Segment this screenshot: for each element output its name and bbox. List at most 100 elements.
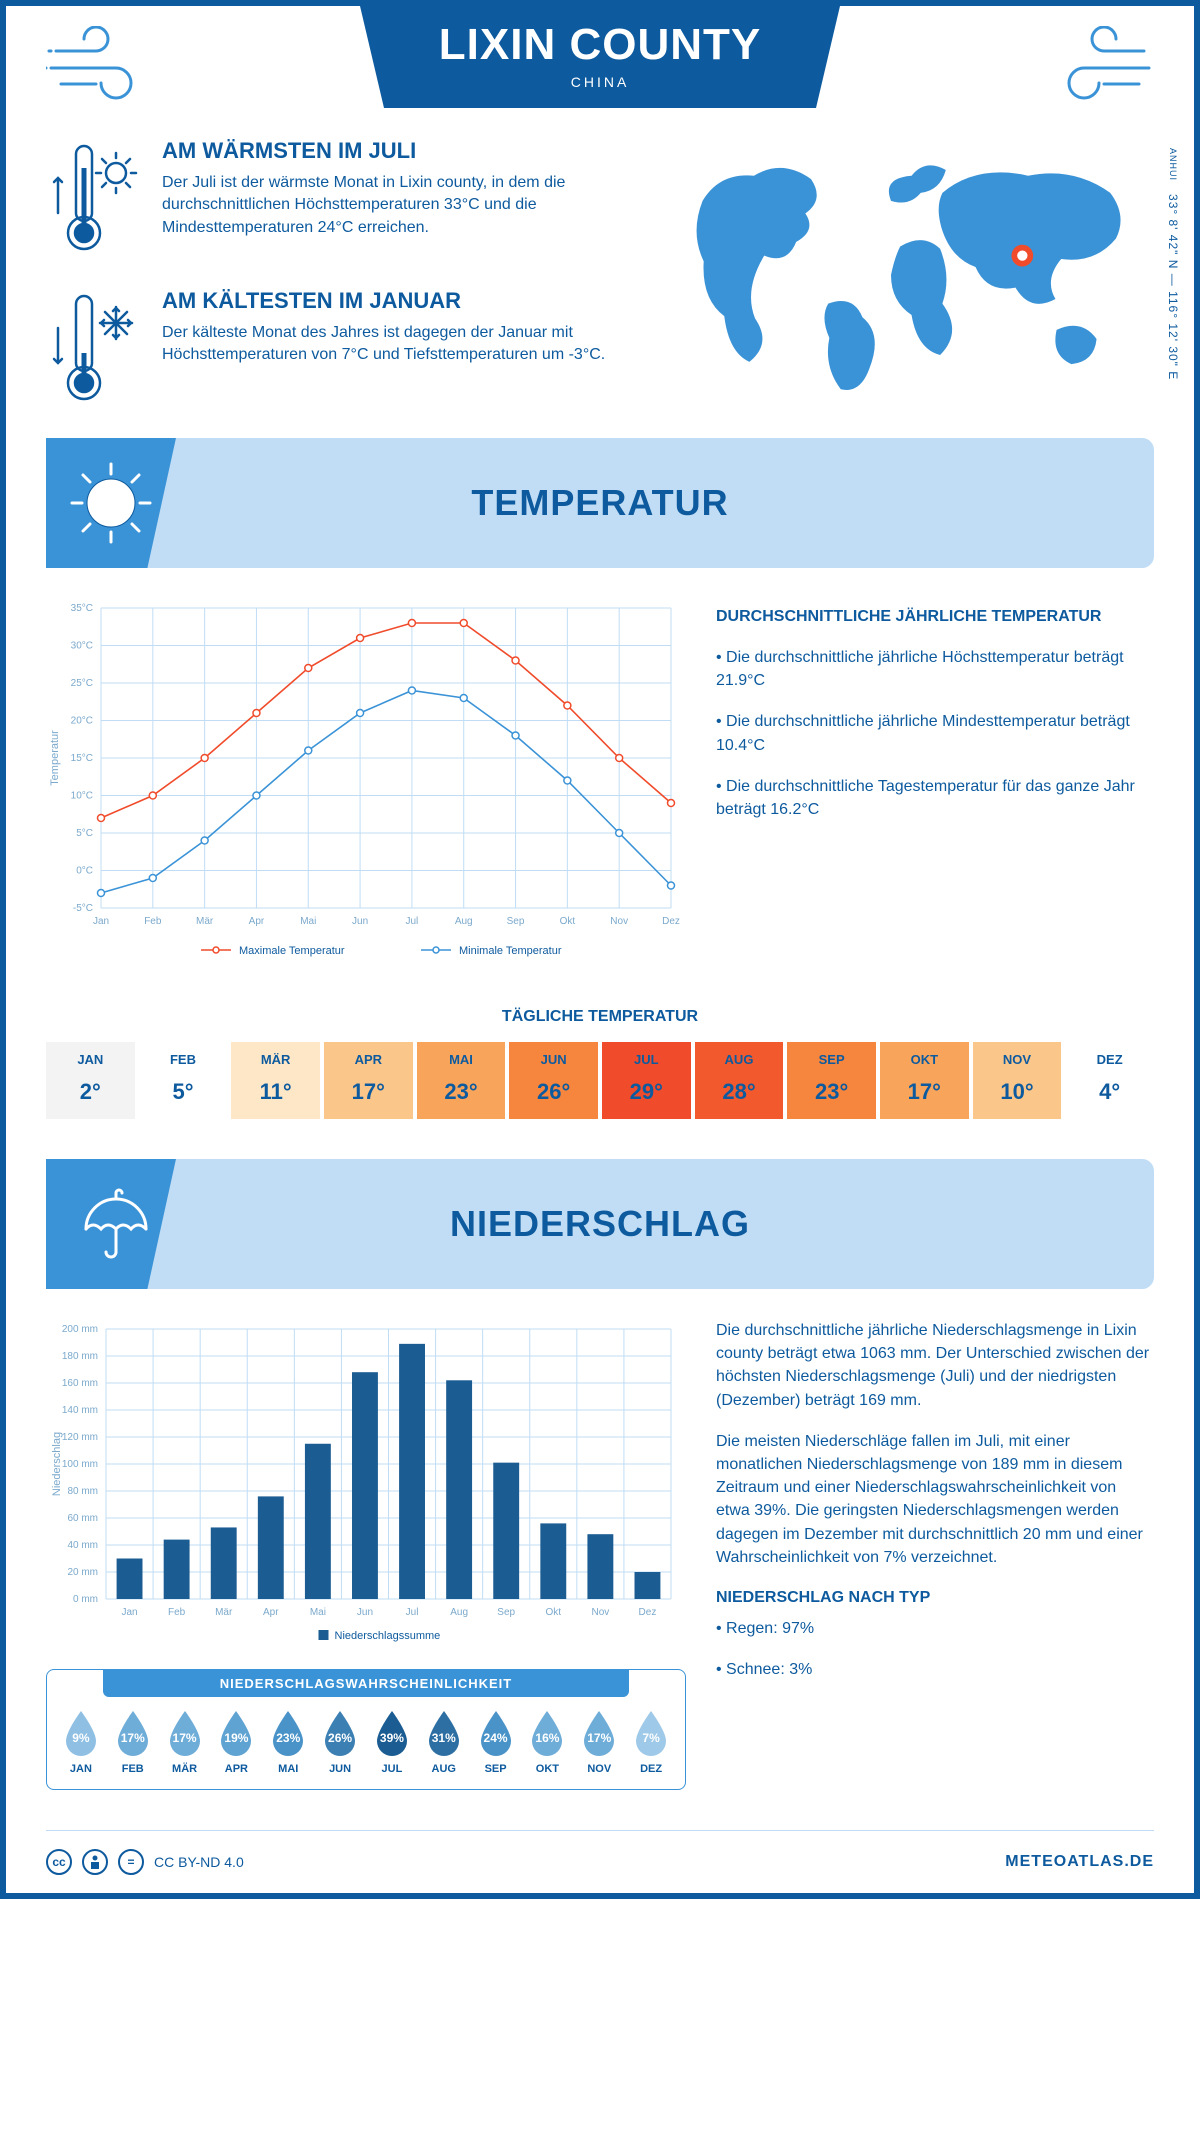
svg-text:30°C: 30°C bbox=[71, 641, 93, 652]
footer: cc = CC BY-ND 4.0 METEOATLAS.DE bbox=[46, 1830, 1154, 1893]
probability-cell: 7% DEZ bbox=[627, 1709, 675, 1775]
svg-text:60 mm: 60 mm bbox=[67, 1513, 98, 1524]
title-banner: LIXIN COUNTY CHINA bbox=[360, 6, 840, 108]
daily-temp-title: TÄGLICHE TEMPERATUR bbox=[46, 1008, 1154, 1026]
thermometer-hot-icon bbox=[46, 138, 146, 258]
page-subtitle: CHINA bbox=[420, 74, 780, 90]
precipitation-bar-chart: 0 mm20 mm40 mm60 mm80 mm100 mm120 mm140 … bbox=[46, 1319, 686, 1649]
svg-text:Feb: Feb bbox=[144, 916, 162, 927]
attribution-icon bbox=[82, 1849, 108, 1875]
svg-text:Aug: Aug bbox=[455, 916, 473, 927]
warmest-title: AM WÄRMSTEN IM JULI bbox=[162, 138, 644, 164]
svg-text:Mär: Mär bbox=[196, 916, 214, 927]
probability-cell: 19% APR bbox=[212, 1709, 260, 1775]
daily-temp-cell: JAN2° bbox=[46, 1042, 135, 1119]
svg-text:Dez: Dez bbox=[639, 1607, 657, 1618]
svg-text:20 mm: 20 mm bbox=[67, 1567, 98, 1578]
avg-temp-heading: DURCHSCHNITTLICHE JÄHRLICHE TEMPERATUR bbox=[716, 608, 1154, 626]
svg-text:Minimale Temperatur: Minimale Temperatur bbox=[459, 945, 562, 957]
coldest-body: Der kälteste Monat des Jahres ist dagege… bbox=[162, 322, 644, 367]
svg-text:20°C: 20°C bbox=[71, 716, 93, 727]
svg-text:-5°C: -5°C bbox=[73, 903, 93, 914]
probability-cell: 26% JUN bbox=[316, 1709, 364, 1775]
precip-type-1: • Schnee: 3% bbox=[716, 1658, 1154, 1681]
warmest-body: Der Juli ist der wärmste Monat in Lixin … bbox=[162, 172, 644, 239]
svg-text:120 mm: 120 mm bbox=[62, 1432, 98, 1443]
svg-text:180 mm: 180 mm bbox=[62, 1351, 98, 1362]
daily-temp-cell: FEB5° bbox=[139, 1042, 228, 1119]
temp-bullet-1: • Die durchschnittliche jährliche Mindes… bbox=[716, 710, 1154, 756]
probability-panel: NIEDERSCHLAGSWAHRSCHEINLICHKEIT 9% JAN 1… bbox=[46, 1669, 686, 1790]
thermometer-cold-icon bbox=[46, 288, 146, 408]
precipitation-banner: NIEDERSCHLAG bbox=[46, 1159, 1154, 1289]
svg-text:Niederschlagssumme: Niederschlagssumme bbox=[335, 1630, 441, 1642]
precip-p2: Die meisten Niederschläge fallen im Juli… bbox=[716, 1430, 1154, 1569]
svg-text:Mai: Mai bbox=[300, 916, 316, 927]
svg-text:35°C: 35°C bbox=[71, 603, 93, 614]
daily-temp-cell: MAI23° bbox=[417, 1042, 506, 1119]
probability-cell: 17% MÄR bbox=[161, 1709, 209, 1775]
page-title: LIXIN COUNTY bbox=[420, 20, 780, 70]
svg-text:200 mm: 200 mm bbox=[62, 1324, 98, 1335]
svg-text:Okt: Okt bbox=[560, 916, 576, 927]
coldest-title: AM KÄLTESTEN IM JANUAR bbox=[162, 288, 644, 314]
probability-cell: 24% SEP bbox=[472, 1709, 520, 1775]
svg-text:140 mm: 140 mm bbox=[62, 1405, 98, 1416]
svg-text:Nov: Nov bbox=[610, 916, 628, 927]
license-text: CC BY-ND 4.0 bbox=[154, 1854, 244, 1870]
svg-text:160 mm: 160 mm bbox=[62, 1378, 98, 1389]
warmest-block: AM WÄRMSTEN IM JULI Der Juli ist der wär… bbox=[46, 138, 644, 258]
wind-icon-right bbox=[1034, 6, 1154, 106]
temperature-heading: TEMPERATUR bbox=[471, 482, 728, 524]
svg-text:Jan: Jan bbox=[93, 916, 109, 927]
svg-text:Apr: Apr bbox=[249, 916, 265, 927]
daily-temp-grid: JAN2°FEB5°MÄR11°APR17°MAI23°JUN26°JUL29°… bbox=[46, 1042, 1154, 1119]
daily-temp-cell: MÄR11° bbox=[231, 1042, 320, 1119]
svg-text:Jul: Jul bbox=[406, 1607, 419, 1618]
map-marker-icon bbox=[1015, 248, 1031, 264]
coord-lat: 33° 8' 42" N bbox=[1166, 194, 1180, 269]
probability-cell: 17% NOV bbox=[575, 1709, 623, 1775]
svg-text:Temperatur: Temperatur bbox=[49, 730, 61, 786]
cc-icon: cc bbox=[46, 1849, 72, 1875]
precip-type-0: • Regen: 97% bbox=[716, 1617, 1154, 1640]
svg-text:Mai: Mai bbox=[310, 1607, 326, 1618]
probability-cell: 23% MAI bbox=[264, 1709, 312, 1775]
header-row: LIXIN COUNTY CHINA bbox=[46, 6, 1154, 108]
daily-temp-cell: NOV10° bbox=[973, 1042, 1062, 1119]
svg-text:Jan: Jan bbox=[121, 1607, 137, 1618]
region-label: ANHUI bbox=[1168, 148, 1178, 181]
daily-temp-cell: SEP23° bbox=[787, 1042, 876, 1119]
daily-temp-cell: AUG28° bbox=[695, 1042, 784, 1119]
svg-text:Mär: Mär bbox=[215, 1607, 233, 1618]
probability-cell: 17% FEB bbox=[109, 1709, 157, 1775]
precip-type-heading: NIEDERSCHLAG NACH TYP bbox=[716, 1589, 1154, 1607]
svg-text:Niederschlag: Niederschlag bbox=[51, 1432, 63, 1496]
svg-text:Jul: Jul bbox=[406, 916, 419, 927]
daily-temp-cell: JUN26° bbox=[509, 1042, 598, 1119]
svg-text:25°C: 25°C bbox=[71, 678, 93, 689]
svg-text:Apr: Apr bbox=[263, 1607, 279, 1618]
world-map: ANHUI 33° 8' 42" N — 116° 12' 30" E bbox=[674, 138, 1154, 438]
svg-text:40 mm: 40 mm bbox=[67, 1540, 98, 1551]
daily-temp-cell: APR17° bbox=[324, 1042, 413, 1119]
svg-text:0°C: 0°C bbox=[76, 866, 93, 877]
coldest-block: AM KÄLTESTEN IM JANUAR Der kälteste Mona… bbox=[46, 288, 644, 408]
svg-text:Aug: Aug bbox=[450, 1607, 468, 1618]
daily-temp-cell: OKT17° bbox=[880, 1042, 969, 1119]
probability-cell: 39% JUL bbox=[368, 1709, 416, 1775]
precipitation-heading: NIEDERSCHLAG bbox=[450, 1203, 750, 1245]
site-credit: METEOATLAS.DE bbox=[1005, 1853, 1154, 1871]
daily-temp-cell: JUL29° bbox=[602, 1042, 691, 1119]
temp-bullet-0: • Die durchschnittliche jährliche Höchst… bbox=[716, 646, 1154, 692]
coord-lon: 116° 12' 30" E bbox=[1166, 291, 1180, 380]
svg-text:100 mm: 100 mm bbox=[62, 1459, 98, 1470]
nd-icon: = bbox=[118, 1849, 144, 1875]
svg-text:0 mm: 0 mm bbox=[73, 1594, 98, 1605]
probability-title: NIEDERSCHLAGSWAHRSCHEINLICHKEIT bbox=[103, 1670, 628, 1697]
temperature-banner: TEMPERATUR bbox=[46, 438, 1154, 568]
temperature-line-chart: -5°C0°C5°C10°C15°C20°C25°C30°C35°CJanFeb… bbox=[46, 598, 686, 978]
precip-p1: Die durchschnittliche jährliche Niedersc… bbox=[716, 1319, 1154, 1412]
svg-text:Sep: Sep bbox=[507, 916, 525, 927]
svg-text:Jun: Jun bbox=[357, 1607, 373, 1618]
